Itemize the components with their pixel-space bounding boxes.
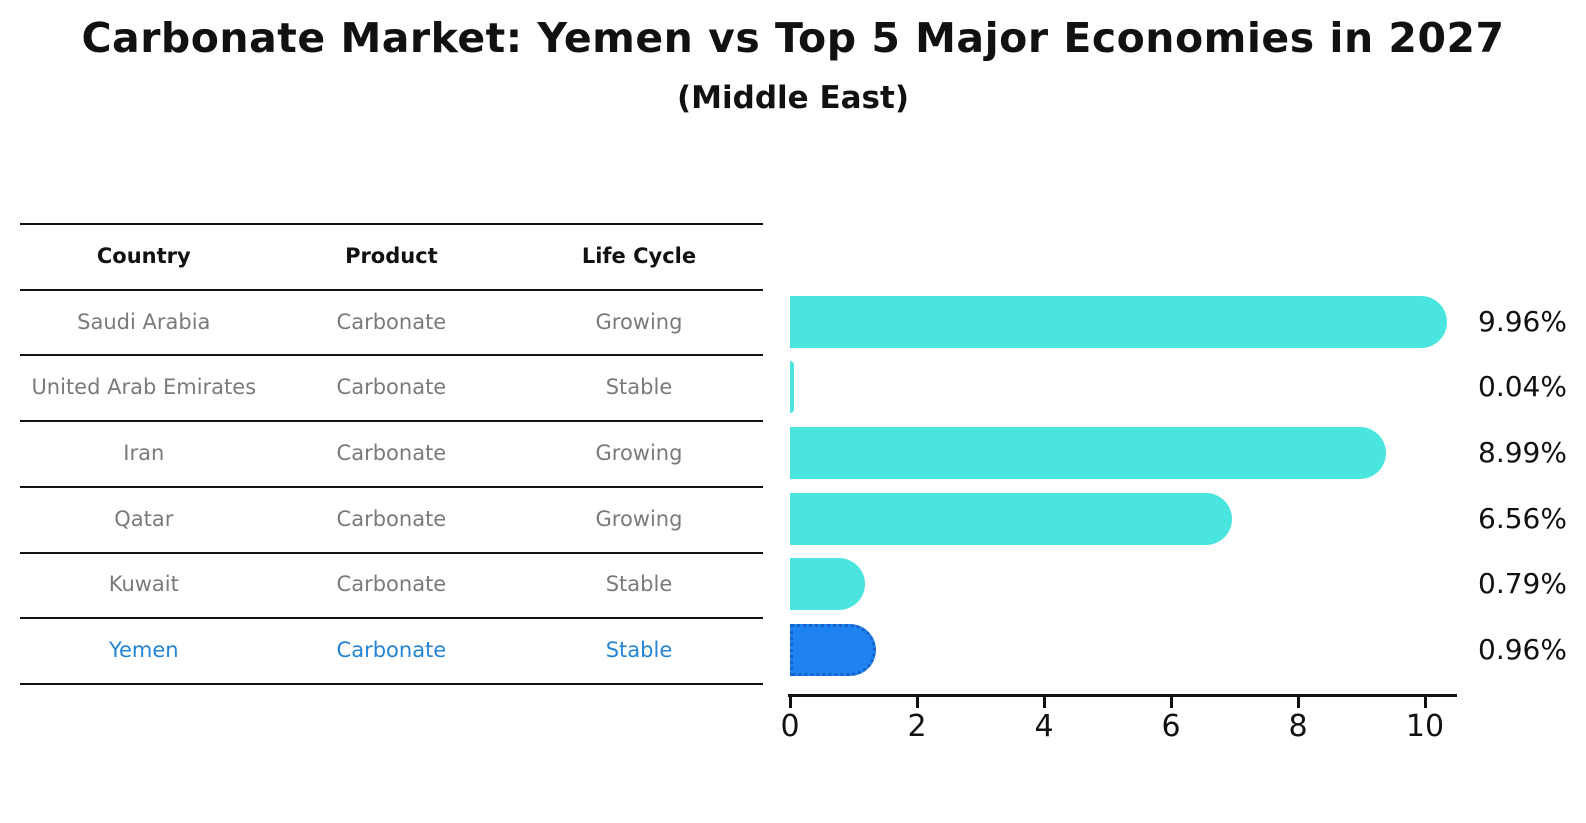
table-separator-line [20,223,763,225]
x-axis-tick-label: 2 [907,709,927,744]
bar-iran [790,426,1386,479]
bar-value-label: 0.79% [1478,567,1567,601]
table-cell-country: Saudi Arabia [77,309,211,334]
table-row-kuwait: Kuwait Carbonate Stable [20,552,763,618]
x-axis-tick-label: 6 [1161,709,1181,744]
x-axis-tick [1423,697,1427,708]
table-cell-product: Carbonate [336,506,447,531]
table-header-product: Product [345,244,438,268]
bar-value-label: 0.04% [1478,370,1567,404]
bar-value-label: 8.99% [1478,435,1567,469]
chart-title: Carbonate Market: Yemen vs Top 5 Major E… [81,14,1505,62]
table-cell-product: Carbonate [336,309,447,334]
table-row-saudi-arabia: Saudi Arabia Carbonate Growing [20,289,763,355]
table-separator-line [20,551,763,554]
bar-kuwait [790,558,866,611]
table-row-iran: Iran Carbonate Growing [20,420,763,486]
table-cell-country: Qatar [114,506,174,531]
bar-value-label: 9.96% [1478,304,1567,338]
table-separator-line [20,682,763,685]
table-cell-life-cycle: Growing [595,440,683,465]
bar-value-label: 0.96% [1478,633,1567,667]
table-separator-line [20,420,763,423]
table-cell-country: United Arab Emirates [31,375,257,400]
table-cell-product: Carbonate [336,572,447,597]
chart-subtitle: (Middle East) [676,80,909,116]
table-header-life-cycle: Life Cycle [581,244,697,268]
table-cell-life-cycle: Growing [595,506,683,531]
table-separator-line [20,288,763,291]
table-separator-line [20,617,763,620]
table-cell-product: Carbonate [336,638,447,663]
bar-united-arab-emirates [790,361,794,414]
bar-qatar [790,492,1232,545]
table-cell-life-cycle: Stable [605,375,673,400]
x-axis-tick [1042,697,1046,708]
x-axis-tick-label: 10 [1405,709,1445,744]
x-axis-tick-label: 0 [780,709,800,744]
x-axis-tick-label: 8 [1288,709,1308,744]
table-row-qatar: Qatar Carbonate Growing [20,486,763,552]
bar-saudi-arabia [790,295,1448,348]
table-separator-line [20,485,763,488]
x-axis-line [788,694,1457,697]
table-cell-country: Kuwait [108,572,179,597]
x-axis-tick [1169,697,1173,708]
table-cell-product: Carbonate [336,440,447,465]
bar-yemen [790,624,876,677]
table-row-yemen: Yemen Carbonate Stable [20,617,763,683]
x-axis-tick [915,697,919,708]
table-header-row: Country Product Life Cycle [20,223,763,289]
table-cell-life-cycle: Stable [605,638,673,663]
table-cell-country: Yemen [108,638,179,663]
table-cell-product: Carbonate [336,375,447,400]
x-axis-tick-label: 4 [1034,709,1054,744]
table-separator-line [20,354,763,357]
table-cell-country: Iran [123,440,165,465]
table-header-country: Country [96,244,191,268]
bar-value-label: 6.56% [1478,501,1567,535]
table-cell-life-cycle: Growing [595,309,683,334]
x-axis-tick [788,697,792,708]
table-cell-life-cycle: Stable [605,572,673,597]
table-row-united-arab-emirates: United Arab Emirates Carbonate Stable [20,354,763,420]
x-axis-tick [1296,697,1300,708]
